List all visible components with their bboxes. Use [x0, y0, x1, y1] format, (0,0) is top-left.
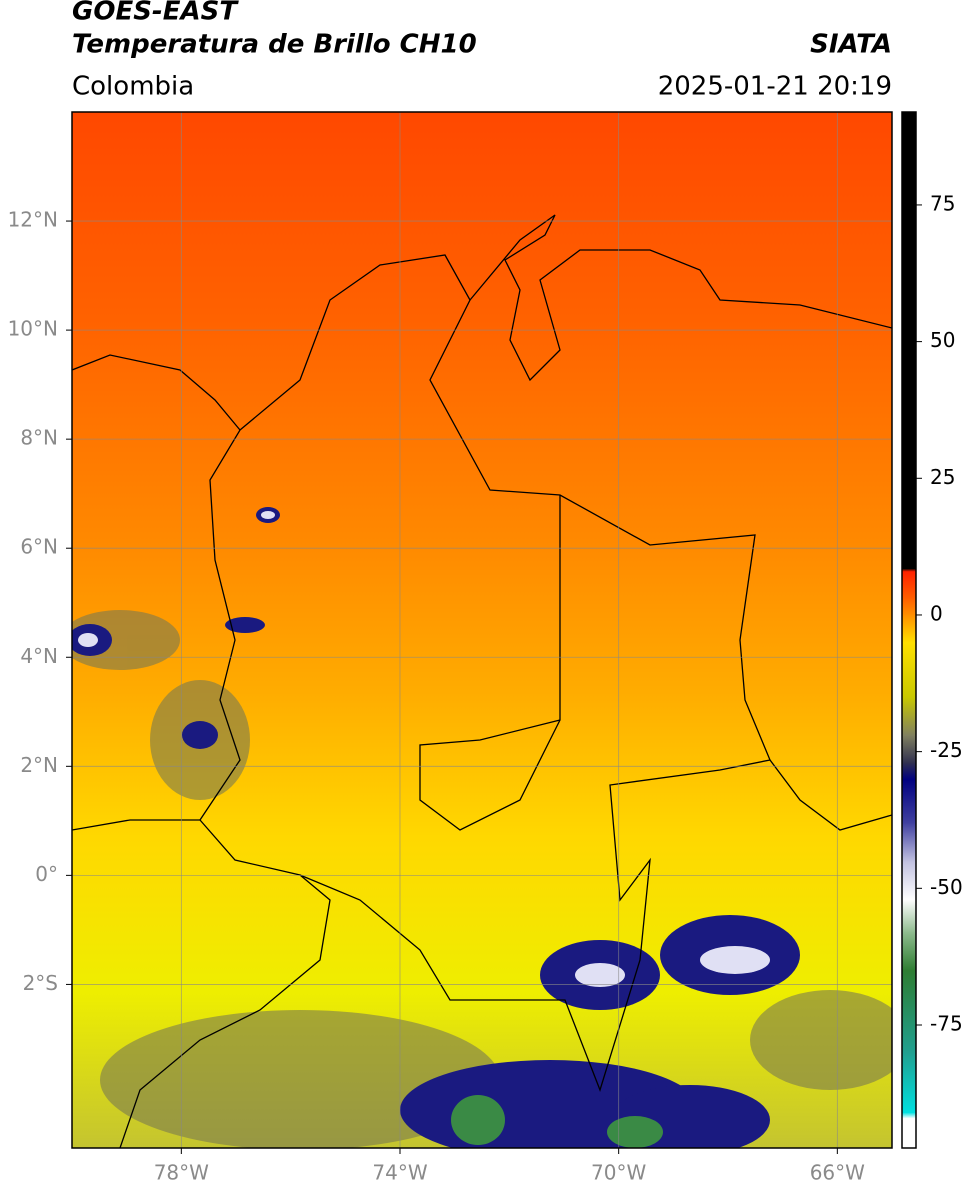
colorbar-tick-label: -75	[930, 1011, 963, 1035]
colorbar-segment	[902, 571, 916, 600]
colorbar-segment	[902, 822, 916, 862]
colorbar-tick-label: -25	[930, 738, 963, 762]
colorbar-segment	[902, 860, 916, 900]
x-tick-label: 66°W	[810, 1161, 865, 1185]
y-tick-label: 10°N	[8, 317, 58, 341]
colorbar-segment	[902, 1117, 916, 1149]
map-frame	[71, 111, 893, 1149]
colorbar-segment	[902, 778, 916, 824]
colorbar-tick-label: 75	[930, 191, 955, 215]
product: Temperatura de Brillo CH10	[72, 30, 477, 60]
colorbar-segment	[902, 762, 916, 780]
colorbar-segment	[902, 614, 916, 643]
colorbar-segment	[902, 970, 916, 1053]
colorbar-tick-label: -50	[930, 875, 963, 899]
colorbar-segment	[902, 568, 916, 572]
x-tick-label: 78°W	[154, 1161, 209, 1185]
platform: GOES-EAST	[72, 0, 239, 27]
colorbar-segment	[902, 598, 916, 616]
colorbar-segment	[902, 696, 916, 736]
y-tick-label: 2°S	[23, 971, 58, 995]
datetime: 2025-01-21 20:19	[658, 72, 892, 102]
cold-cores	[451, 1095, 663, 1148]
y-tick-label: 0°	[35, 862, 58, 886]
source: SIATA	[810, 30, 892, 60]
y-tick-label: 4°N	[20, 644, 58, 668]
y-tick-label: 12°N	[8, 208, 58, 232]
region: Colombia	[72, 72, 194, 102]
colorbar-segment	[902, 932, 916, 971]
colorbar-segment	[902, 899, 916, 933]
y-tick-label: 8°N	[20, 426, 58, 450]
y-tick-label: 6°N	[20, 535, 58, 559]
colorbar-segment	[902, 1112, 916, 1119]
image-background	[72, 112, 892, 1148]
satellite-image	[72, 112, 892, 1148]
x-tick-label: 74°W	[372, 1161, 427, 1185]
colorbar-segment	[902, 112, 916, 569]
colorbar-tick-label: 25	[930, 465, 955, 489]
y-tick-label: 2°N	[20, 753, 58, 777]
colorbar-segment	[902, 735, 916, 764]
borders	[72, 214, 892, 1148]
x-tick-label: 70°W	[591, 1161, 646, 1185]
colorbar-tick-label: 50	[930, 328, 955, 352]
cloud-tops	[78, 511, 770, 987]
colorbar-segment	[902, 642, 916, 698]
colorbar-segment	[902, 1052, 916, 1113]
colorbar-tick-label: 0	[930, 601, 943, 625]
colorbar-frame	[901, 111, 917, 1149]
